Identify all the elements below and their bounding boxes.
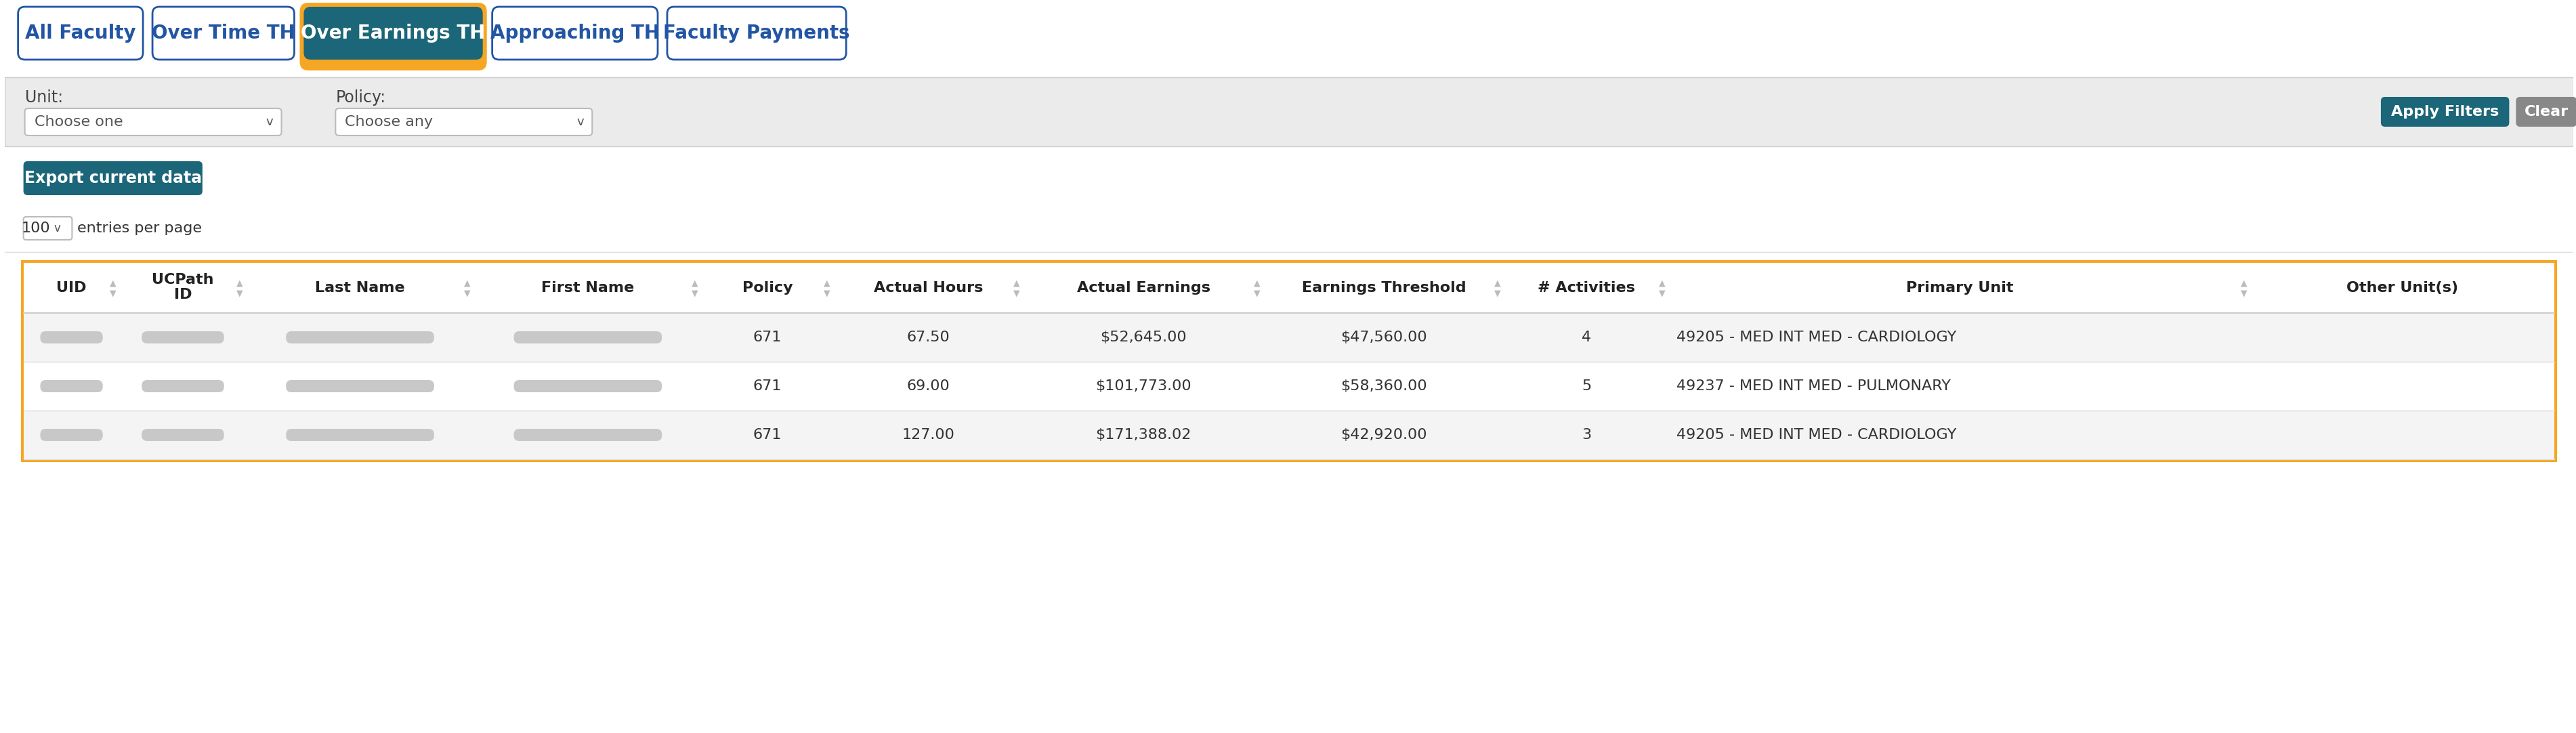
- Text: Unit:: Unit:: [26, 89, 62, 106]
- Text: Choose one: Choose one: [33, 115, 124, 129]
- Text: $101,773.00: $101,773.00: [1095, 380, 1190, 393]
- Text: ▼: ▼: [111, 289, 116, 298]
- Text: ▲: ▲: [1494, 279, 1502, 287]
- Text: 671: 671: [752, 428, 783, 442]
- Text: ▲: ▲: [237, 279, 242, 287]
- Text: Policy:: Policy:: [335, 89, 386, 106]
- Text: UCPath: UCPath: [152, 273, 214, 287]
- FancyBboxPatch shape: [2517, 97, 2576, 127]
- Text: v: v: [265, 116, 273, 128]
- Text: ▲: ▲: [464, 279, 471, 287]
- Bar: [23, 313, 2555, 362]
- Text: First Name: First Name: [541, 281, 634, 295]
- Text: ▼: ▼: [1659, 289, 1664, 298]
- Bar: [23, 410, 2555, 460]
- Text: All Faculty: All Faculty: [26, 23, 137, 43]
- Text: ▼: ▼: [824, 289, 829, 298]
- Text: 127.00: 127.00: [902, 428, 956, 442]
- Text: ▼: ▼: [464, 289, 471, 298]
- FancyBboxPatch shape: [513, 380, 662, 392]
- Text: 671: 671: [752, 331, 783, 345]
- Text: ▲: ▲: [1012, 279, 1020, 287]
- FancyBboxPatch shape: [23, 217, 72, 240]
- Text: Clear: Clear: [2524, 105, 2568, 119]
- FancyBboxPatch shape: [335, 108, 592, 136]
- FancyBboxPatch shape: [18, 7, 144, 59]
- Text: Last Name: Last Name: [314, 281, 404, 295]
- Text: ▼: ▼: [1494, 289, 1502, 298]
- Text: entries per page: entries per page: [77, 221, 201, 235]
- Text: $52,645.00: $52,645.00: [1100, 331, 1188, 345]
- Text: ▲: ▲: [2241, 279, 2246, 287]
- FancyBboxPatch shape: [142, 429, 224, 441]
- Text: ▲: ▲: [693, 279, 698, 287]
- Text: 4: 4: [1582, 331, 1592, 345]
- FancyBboxPatch shape: [667, 7, 845, 59]
- Text: ▲: ▲: [824, 279, 829, 287]
- FancyBboxPatch shape: [26, 108, 281, 136]
- Text: Over Time TH: Over Time TH: [152, 23, 296, 43]
- Text: v: v: [577, 116, 585, 128]
- FancyBboxPatch shape: [41, 429, 103, 441]
- FancyBboxPatch shape: [286, 380, 435, 392]
- Text: Actual Hours: Actual Hours: [873, 281, 984, 295]
- Text: 69.00: 69.00: [907, 380, 951, 393]
- Bar: [21, 260, 2558, 462]
- Text: ▼: ▼: [693, 289, 698, 298]
- Text: ▼: ▼: [237, 289, 242, 298]
- Text: $47,560.00: $47,560.00: [1340, 331, 1427, 345]
- Text: Primary Unit: Primary Unit: [1906, 281, 2014, 295]
- Text: 49205 - MED INT MED - CARDIOLOGY: 49205 - MED INT MED - CARDIOLOGY: [1677, 331, 1958, 345]
- Text: ▲: ▲: [1659, 279, 1664, 287]
- Text: ID: ID: [175, 288, 191, 301]
- Bar: [5, 77, 2573, 147]
- Text: Policy: Policy: [742, 281, 793, 295]
- Text: $171,388.02: $171,388.02: [1095, 428, 1190, 442]
- Text: 100: 100: [21, 221, 49, 235]
- Text: ▼: ▼: [2241, 289, 2246, 298]
- FancyBboxPatch shape: [2380, 97, 2509, 127]
- Text: Actual Earnings: Actual Earnings: [1077, 281, 1211, 295]
- FancyBboxPatch shape: [513, 331, 662, 344]
- FancyBboxPatch shape: [41, 380, 103, 392]
- Text: $42,920.00: $42,920.00: [1340, 428, 1427, 442]
- FancyBboxPatch shape: [142, 380, 224, 392]
- Bar: [23, 263, 2555, 313]
- FancyBboxPatch shape: [304, 7, 482, 59]
- Text: 49205 - MED INT MED - CARDIOLOGY: 49205 - MED INT MED - CARDIOLOGY: [1677, 428, 1958, 442]
- FancyBboxPatch shape: [23, 161, 204, 195]
- Text: Apply Filters: Apply Filters: [2391, 105, 2499, 119]
- Text: Other Unit(s): Other Unit(s): [2347, 281, 2458, 295]
- FancyBboxPatch shape: [492, 7, 657, 59]
- Text: 67.50: 67.50: [907, 331, 951, 345]
- Text: Earnings Threshold: Earnings Threshold: [1301, 281, 1466, 295]
- Text: 5: 5: [1582, 380, 1592, 393]
- Text: # Activities: # Activities: [1538, 281, 1636, 295]
- Text: Over Earnings TH: Over Earnings TH: [301, 23, 484, 43]
- Text: 49237 - MED INT MED - PULMONARY: 49237 - MED INT MED - PULMONARY: [1677, 380, 1950, 393]
- Text: 3: 3: [1582, 428, 1592, 442]
- FancyBboxPatch shape: [142, 331, 224, 344]
- FancyBboxPatch shape: [513, 429, 662, 441]
- Text: Choose any: Choose any: [345, 115, 433, 129]
- Text: ▲: ▲: [1255, 279, 1260, 287]
- FancyBboxPatch shape: [152, 7, 294, 59]
- Text: Export current data: Export current data: [23, 170, 201, 186]
- Text: ▲: ▲: [111, 279, 116, 287]
- Text: v: v: [54, 222, 62, 235]
- FancyBboxPatch shape: [299, 3, 487, 70]
- Text: Faculty Payments: Faculty Payments: [665, 23, 850, 43]
- Text: UID: UID: [57, 281, 88, 295]
- FancyBboxPatch shape: [286, 429, 435, 441]
- Bar: [23, 263, 2555, 460]
- Text: $58,360.00: $58,360.00: [1340, 380, 1427, 393]
- Text: 671: 671: [752, 380, 783, 393]
- Text: Approaching TH: Approaching TH: [489, 23, 659, 43]
- FancyBboxPatch shape: [286, 331, 435, 344]
- FancyBboxPatch shape: [41, 331, 103, 344]
- Text: ▼: ▼: [1012, 289, 1020, 298]
- Text: ▼: ▼: [1255, 289, 1260, 298]
- Bar: [23, 362, 2555, 410]
